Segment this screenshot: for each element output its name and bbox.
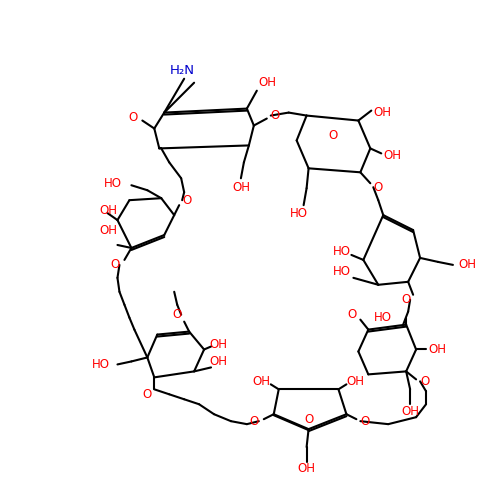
- Text: HO: HO: [332, 245, 351, 259]
- Text: O: O: [329, 129, 338, 142]
- Text: OH: OH: [209, 355, 227, 368]
- Text: O: O: [128, 111, 137, 124]
- Text: HO: HO: [290, 206, 308, 219]
- Text: O: O: [182, 194, 192, 206]
- Text: OH: OH: [232, 181, 250, 194]
- Text: OH: OH: [401, 405, 419, 418]
- Text: OH: OH: [209, 338, 227, 351]
- Text: HO: HO: [332, 265, 351, 278]
- Text: OH: OH: [346, 375, 365, 388]
- Text: HO: HO: [103, 177, 122, 190]
- Text: O: O: [401, 293, 410, 306]
- Text: OH: OH: [100, 224, 117, 237]
- Text: O: O: [420, 375, 429, 388]
- Text: OH: OH: [100, 204, 117, 217]
- Text: OH: OH: [383, 149, 401, 162]
- Text: HO: HO: [374, 311, 392, 324]
- Text: OH: OH: [259, 76, 277, 89]
- Text: HO: HO: [91, 358, 110, 371]
- Text: O: O: [360, 415, 370, 428]
- Text: O: O: [347, 308, 356, 321]
- Text: OH: OH: [458, 258, 476, 272]
- Text: OH: OH: [297, 462, 316, 476]
- Text: O: O: [250, 415, 259, 428]
- Text: O: O: [373, 181, 383, 194]
- Text: OH: OH: [253, 375, 271, 388]
- Text: O: O: [172, 308, 181, 321]
- Text: OH: OH: [428, 343, 446, 356]
- Text: OH: OH: [373, 106, 391, 119]
- Text: O: O: [271, 109, 280, 122]
- Text: O: O: [304, 413, 313, 426]
- Text: O: O: [142, 388, 151, 401]
- Text: H₂N: H₂N: [170, 64, 194, 77]
- Text: O: O: [110, 258, 119, 272]
